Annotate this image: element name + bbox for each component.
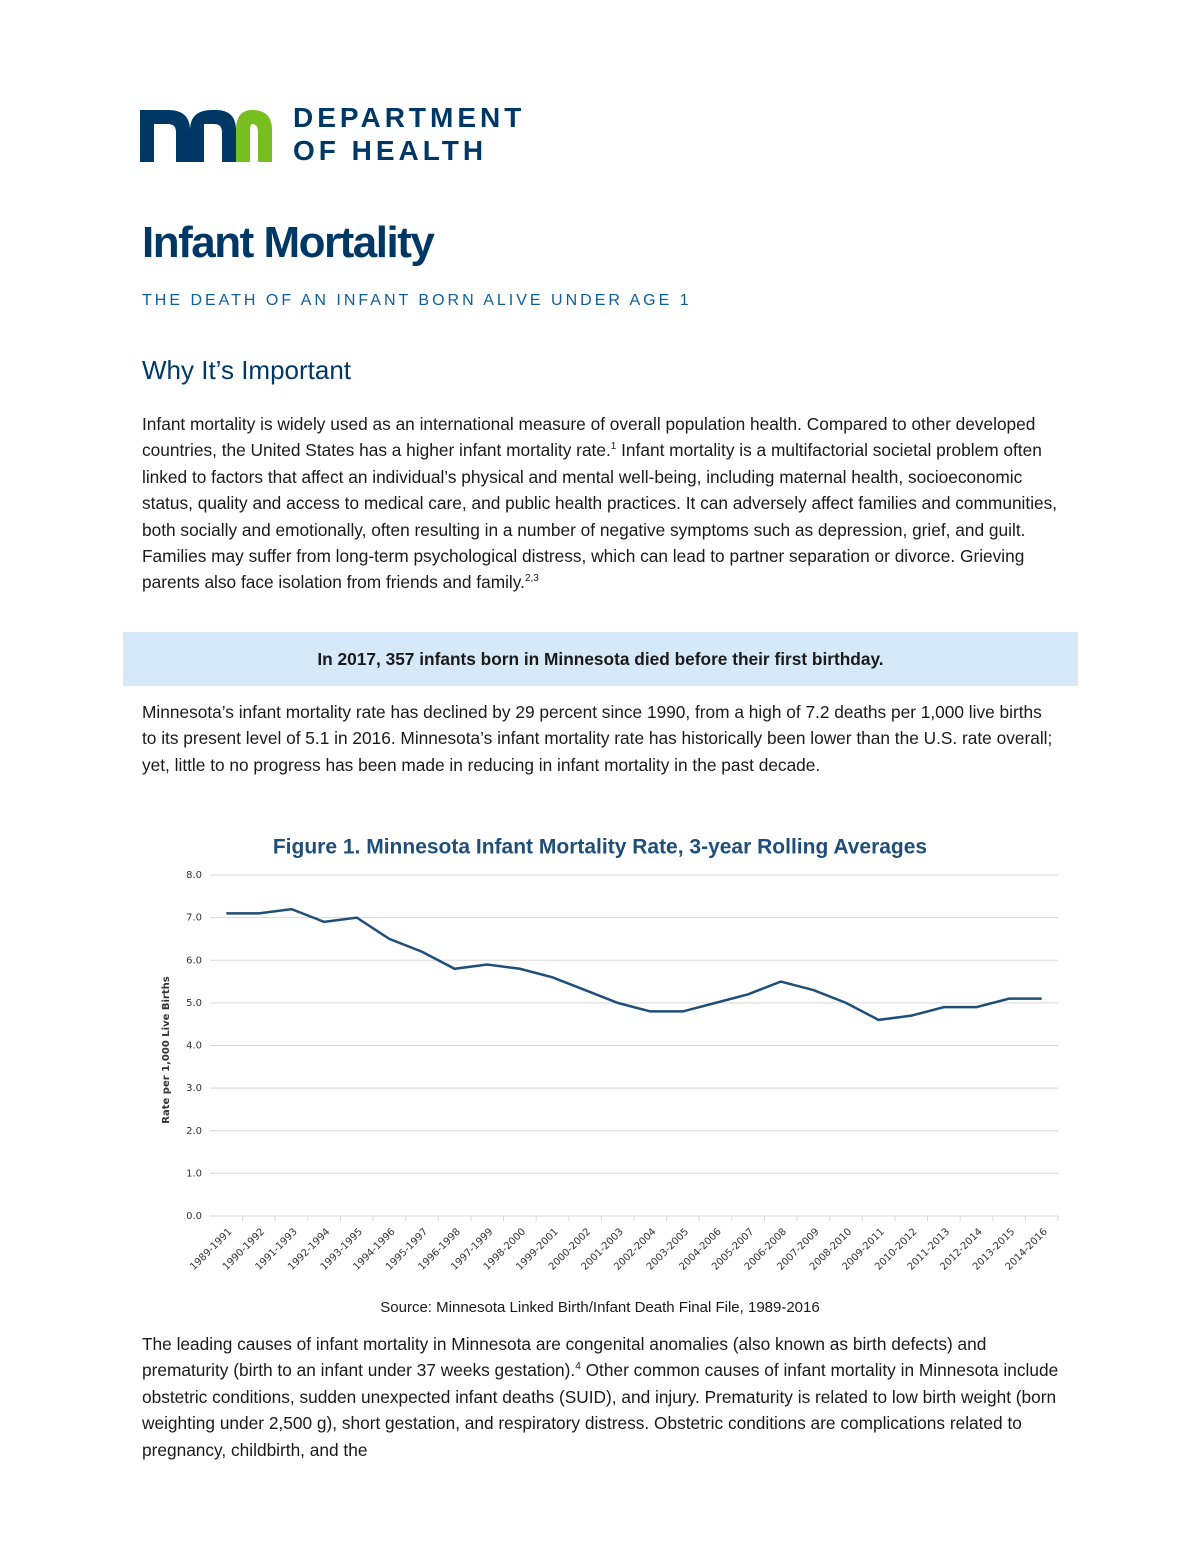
y-tick-label: 4.0 <box>186 1041 202 1052</box>
y-tick-label: 1.0 <box>186 1168 202 1179</box>
line <box>226 907 1042 1022</box>
footnote-ref: 2,3 <box>524 573 539 585</box>
text-run: Other common causes of infant mortality … <box>142 1360 1059 1460</box>
y-tick-label: 2.0 <box>186 1126 202 1137</box>
footnote-ref: 1 <box>610 441 617 453</box>
org-line1: DEPARTMENT <box>293 102 526 133</box>
title: Infant Mortality <box>142 218 435 267</box>
text-run: Infant mortality is widely used as an in… <box>142 414 1036 461</box>
section-heading: Why It’s Important <box>142 355 352 385</box>
source: Source: Minnesota Linked Birth/Infant De… <box>380 1299 819 1316</box>
y-axis-label: Rate per 1,000 Live Births <box>161 976 172 1123</box>
y-tick-label: 8.0 <box>186 870 202 881</box>
y-tick-label: 5.0 <box>186 998 202 1009</box>
paragraph: The leading causes of infant mortality i… <box>142 1331 1060 1463</box>
paragraph: Minnesota’s infant mortality rate has de… <box>142 699 1060 778</box>
callout-box <box>123 632 1078 686</box>
y-tick-label: 0.0 <box>186 1211 202 1222</box>
text-run: Infant mortality is a multifactorial soc… <box>142 440 1058 593</box>
y-tick-label: 3.0 <box>186 1083 202 1094</box>
chart: Figure 1. Minnesota Infant Mortality Rat… <box>161 836 1059 1316</box>
y-tick-label: 7.0 <box>186 913 202 924</box>
org-line2: OF HEALTH <box>293 135 488 166</box>
text-run: Minnesota’s infant mortality rate has de… <box>142 702 1053 775</box>
subtitle: THE DEATH OF AN INFANT BORN ALIVE UNDER … <box>142 292 692 309</box>
chart-title: Figure 1. Minnesota Infant Mortality Rat… <box>273 836 927 859</box>
y-tick-label: 6.0 <box>186 955 202 966</box>
paragraph: Infant mortality is widely used as an in… <box>142 411 1060 596</box>
callout: In 2017, 357 infants born in Minnesota d… <box>317 649 884 669</box>
logo <box>140 110 272 162</box>
footnote-ref: 4 <box>575 1361 581 1373</box>
text-run: The leading causes of infant mortality i… <box>142 1334 987 1381</box>
